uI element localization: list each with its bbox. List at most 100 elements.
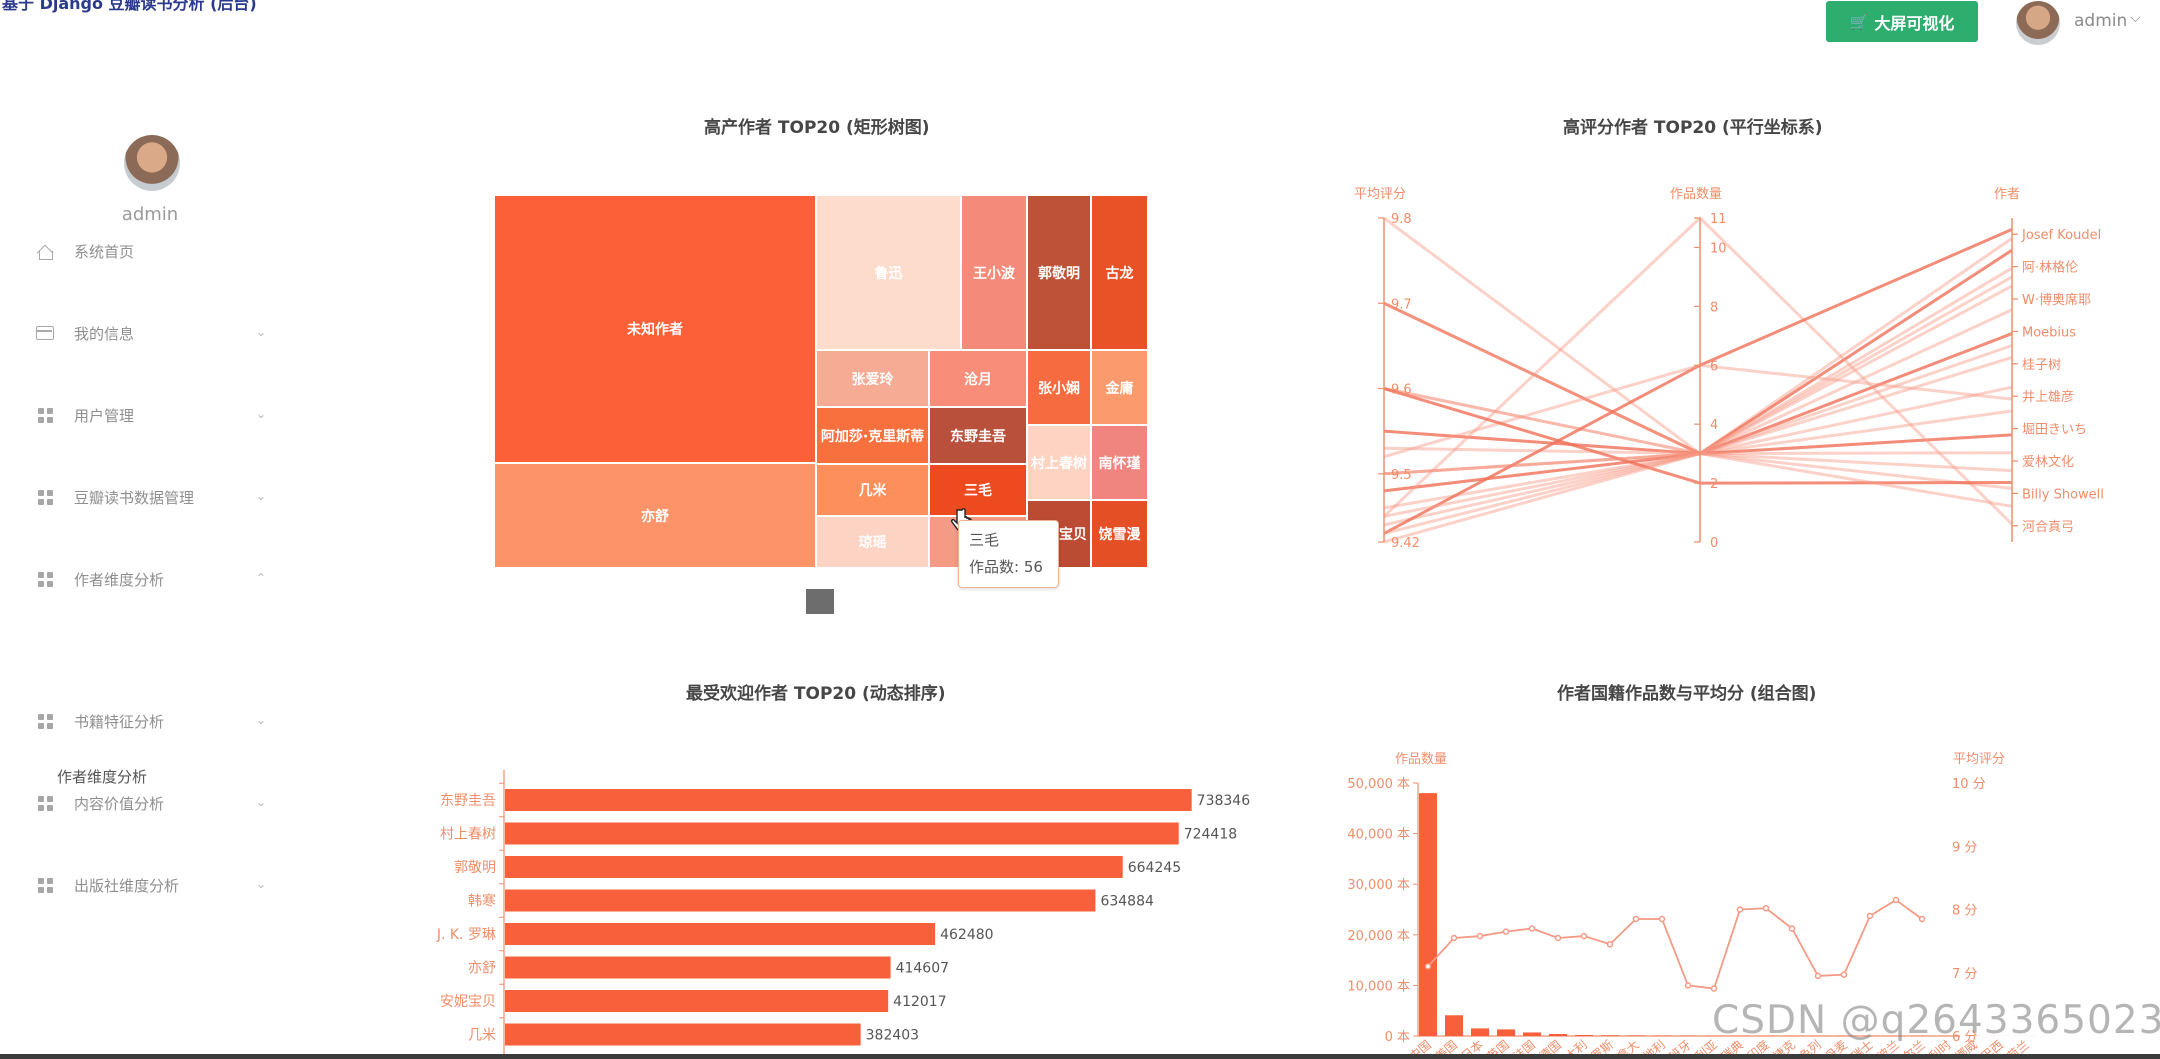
combo-line-point[interactable] — [1424, 963, 1432, 970]
treemap-cell[interactable]: 张爱玲 — [816, 350, 929, 407]
sidebar-item-4[interactable]: 豆瓣读书数据管理 ⌄ — [36, 482, 266, 512]
treemap-cell[interactable]: 金庸 — [1091, 350, 1148, 425]
treemap-cell[interactable]: 阿加莎·克里斯蒂 — [816, 407, 929, 464]
treemap-cell[interactable]: 东野圭吾 — [929, 407, 1027, 464]
popular-bar-chart: 东野圭吾 738346 村上春树 724418 郭敬明 664245 韩寒 634884 J. … — [436, 770, 1250, 1059]
combo-bar[interactable] — [1445, 1015, 1463, 1036]
treemap-cell[interactable]: 沧月 — [929, 350, 1027, 407]
combo-bar[interactable] — [1471, 1028, 1489, 1036]
bar[interactable] — [505, 822, 1179, 845]
combo-line-point[interactable] — [1840, 971, 1848, 978]
treemap-chart: 未知作者亦舒 鲁迅 王小波 郭敬明 古龙张爱玲 沧月 阿加莎·克里斯蒂 东野圭吾 张小娴 金庸 村上… — [494, 195, 1148, 568]
sidebar-item-3[interactable]: 用户管理 ⌄ — [36, 400, 266, 430]
grid-icon — [36, 488, 54, 506]
sidebar-item-label: 出版社维度分析 — [74, 876, 180, 895]
parallel-category-label: Moebius — [2022, 325, 2076, 340]
treemap-cell[interactable]: 王小波 — [961, 195, 1027, 350]
combo-line-point[interactable] — [1736, 906, 1744, 913]
sidebar-item-2[interactable]: 我的信息 ⌄ — [36, 318, 266, 348]
combo-line-point[interactable] — [1710, 985, 1718, 992]
chevron-up-icon: ⌃ — [255, 571, 266, 585]
combo-bar[interactable] — [1497, 1029, 1515, 1036]
bar[interactable] — [505, 856, 1123, 878]
sidebar-item-7[interactable]: 内容价值分析 ⌄ — [36, 788, 266, 818]
combo-line-point[interactable] — [1528, 925, 1536, 932]
combo-line-point[interactable] — [1580, 932, 1588, 940]
bar-category-label: 郭敬明 — [454, 859, 496, 876]
combo-bar[interactable] — [1627, 1035, 1645, 1036]
bar[interactable] — [505, 889, 1096, 912]
chevron-down-icon[interactable]: ⌵ — [2130, 10, 2141, 26]
parallel-line[interactable] — [1383, 452, 2013, 476]
treemap-cell[interactable]: 三毛 — [929, 464, 1027, 516]
combo-left-tick-label: 10,000 本 — [1347, 979, 1410, 994]
treemap-cell[interactable]: 南怀瑾 — [1091, 425, 1148, 500]
treemap-cell-label: 张爱玲 — [851, 371, 894, 388]
combo-line-point[interactable] — [1866, 912, 1874, 920]
parallel-tick-label: 9.8 — [1391, 212, 1412, 227]
combo-line-point[interactable] — [1762, 904, 1770, 912]
combo-line-point[interactable] — [1814, 972, 1822, 980]
treemap-breadcrumb-handle[interactable] — [806, 589, 834, 614]
treemap-cell[interactable]: 鲁迅 — [816, 195, 961, 350]
bar[interactable] — [505, 923, 936, 945]
parallel-tick-label: 9.7 — [1391, 297, 1412, 312]
chevron-down-icon: ⌄ — [255, 877, 266, 891]
combo-line-point[interactable] — [1476, 932, 1484, 940]
treemap-cell[interactable]: 饶雪漫 — [1091, 500, 1148, 568]
header-avatar[interactable] — [2016, 1, 2060, 45]
combo-line[interactable] — [1427, 898, 1923, 990]
combo-line-point[interactable] — [1658, 915, 1666, 923]
combo-line-point[interactable] — [1502, 928, 1510, 935]
sidebar-item-1[interactable]: 系统首页 — [36, 236, 266, 266]
combo-bar[interactable] — [1523, 1032, 1541, 1036]
bar-value-label: 462480 — [940, 927, 993, 943]
combo-bar[interactable] — [1419, 793, 1437, 1036]
submenu-item-author-analysis[interactable]: 作者维度分析 — [57, 768, 148, 786]
bar[interactable] — [505, 1023, 861, 1046]
parallel-line[interactable] — [1383, 227, 2013, 535]
combo-right-tick-label: 9 分 — [1952, 840, 1977, 855]
top-header: 基于 Django 豆瓣读书分析 (后台) 🛒 大屏可视化 admin ⌵ — [0, 0, 2160, 58]
sidebar-item-6[interactable]: 书籍特征分析 ⌄ — [36, 706, 266, 736]
chevron-down-icon: ⌄ — [255, 713, 266, 727]
treemap-cell[interactable]: 亦舒 — [494, 463, 816, 568]
sidebar-username: admin — [121, 204, 179, 225]
bar[interactable] — [505, 990, 889, 1012]
big-screen-button[interactable]: 🛒 大屏可视化 — [1826, 1, 1978, 42]
tooltip-name: 三毛 — [969, 531, 1000, 549]
combo-line-point[interactable] — [1450, 934, 1458, 942]
sidebar-item-5[interactable]: 作者维度分析 ⌃ — [36, 564, 266, 594]
big-screen-label: 大屏可视化 — [1874, 13, 1955, 33]
treemap-tooltip: 三毛 作品数: 56 — [958, 520, 1059, 588]
combo-line-point[interactable] — [1632, 915, 1640, 923]
combo-line-point[interactable] — [1606, 941, 1614, 948]
bar-category-label: 安妮宝贝 — [440, 994, 496, 1010]
combo-line-point[interactable] — [1554, 934, 1562, 942]
combo-line-point[interactable] — [1892, 896, 1900, 904]
treemap-cell-label: 亦舒 — [641, 508, 669, 525]
treemap-cell[interactable]: 张小娴 — [1027, 350, 1091, 425]
parallel-category-label: Billy Showell — [2022, 487, 2104, 502]
sidebar-item-label: 用户管理 — [74, 406, 135, 425]
treemap-cell[interactable]: 琼瑶 — [816, 516, 929, 568]
bar[interactable] — [505, 789, 1192, 811]
tooltip-value: 作品数: 56 — [969, 558, 1043, 576]
combo-bar[interactable] — [1601, 1035, 1619, 1036]
header-username[interactable]: admin — [2074, 11, 2128, 31]
combo-line-point[interactable] — [1684, 982, 1692, 989]
treemap-cell[interactable]: 未知作者 — [494, 195, 816, 463]
combo-bar[interactable] — [1575, 1034, 1593, 1036]
treemap-cell[interactable]: 村上春树 — [1027, 425, 1091, 500]
grid-icon — [36, 570, 54, 588]
combo-line-point[interactable] — [1788, 925, 1796, 932]
combo-line-point[interactable] — [1918, 915, 1926, 923]
treemap-cell[interactable]: 郭敬明 — [1027, 195, 1091, 350]
combo-bar[interactable] — [1653, 1035, 1671, 1036]
sidebar-item-8[interactable]: 出版社维度分析 ⌄ — [36, 870, 266, 900]
treemap-cell[interactable]: 古龙 — [1091, 195, 1148, 350]
treemap-cell[interactable]: 几米 — [816, 464, 929, 516]
bar[interactable] — [505, 956, 891, 979]
parallel-line[interactable] — [1383, 275, 2013, 535]
combo-bar[interactable] — [1549, 1033, 1567, 1036]
